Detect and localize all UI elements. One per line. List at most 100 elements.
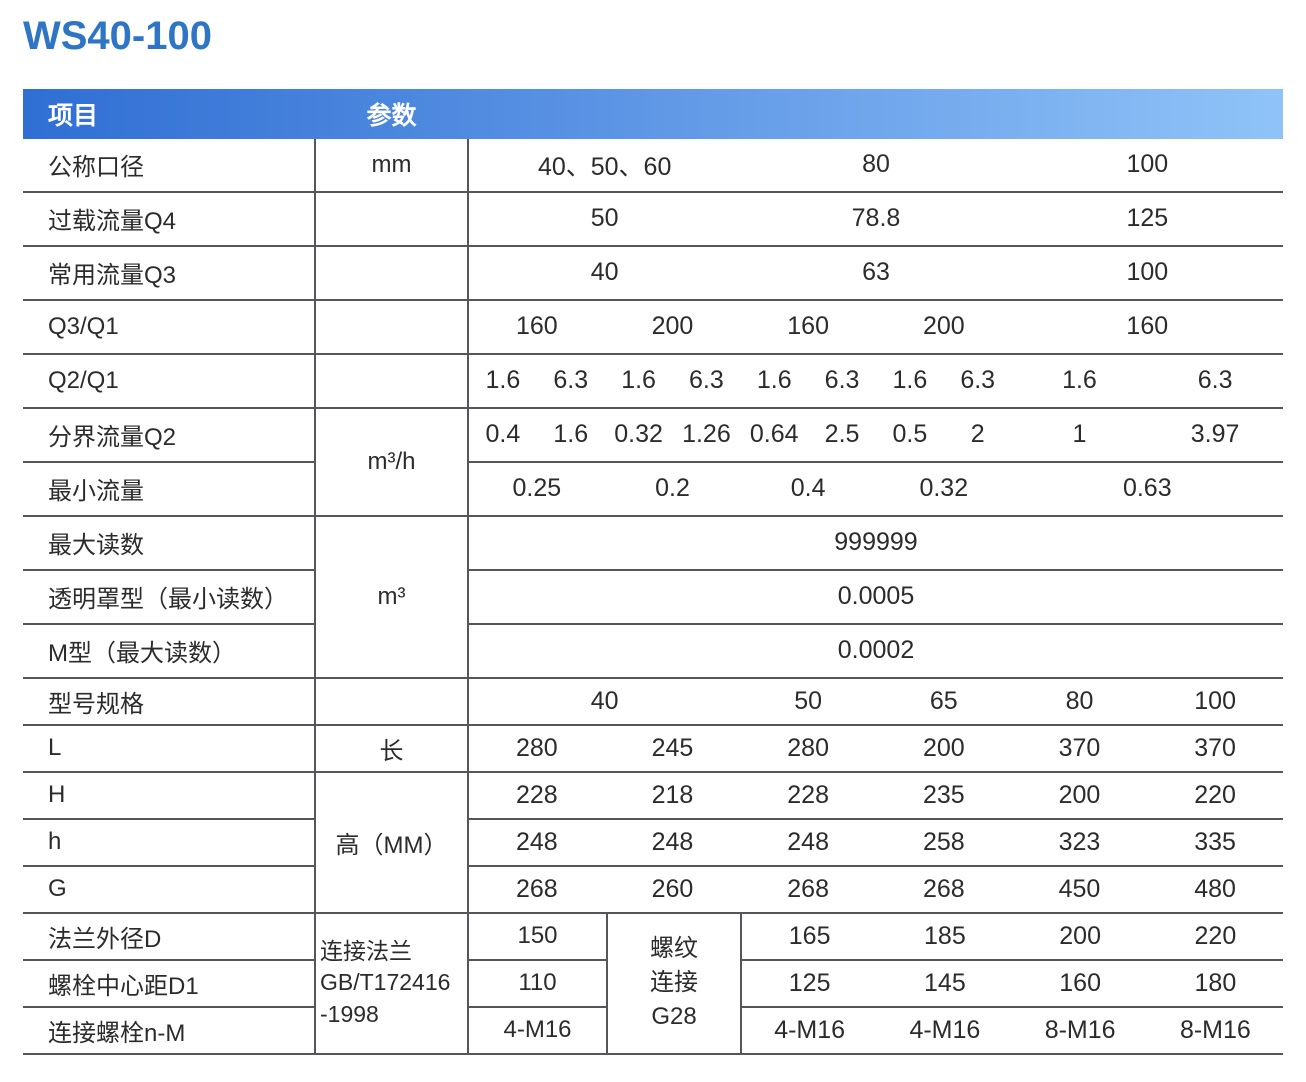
row-label: Q2/Q1 (23, 355, 314, 409)
row-label: G (23, 867, 314, 914)
value-cell: 180 (1194, 968, 1237, 997)
value-cell: 185 (924, 921, 966, 950)
value-cell: 248 (515, 827, 558, 856)
row-label: 最小流量 (23, 463, 314, 517)
row-label: 公称口径 (23, 139, 314, 193)
value-cell: 0.63 (1122, 474, 1172, 503)
value-cell: 6.3 (553, 366, 589, 395)
row-label: 法兰外径D (23, 914, 314, 961)
value-cell: 1.6 (892, 366, 928, 395)
value-cell: 100 (1126, 150, 1169, 179)
value-cell: 63 (862, 258, 890, 287)
value-cell: 1.6 (621, 366, 656, 395)
value-cell: 258 (922, 827, 965, 856)
row-common-flow-q3: 常用流量Q3 40 63 100 (23, 246, 1283, 301)
value-cell: 160 (1059, 968, 1101, 997)
row-label: 型号规格 (23, 679, 314, 726)
row-nominal-diameter: 公称口径 mm 40、50、60 80 100 (23, 138, 1283, 193)
row-q3-q1: Q3/Q1 160 200 160 200 160 (23, 300, 1283, 355)
value-cell: 40、50、60 (537, 152, 672, 181)
value-cell: 0.2 (655, 474, 690, 503)
spec-table: 项目 参数 公称口径 mm 40、50、60 80 100 过载流量Q4 50 … (23, 88, 1283, 1055)
value-cell: 0.32 (614, 420, 663, 449)
value-cell: 200 (922, 733, 965, 762)
value-cell: 323 (1058, 827, 1101, 856)
row-model-spec: 型号规格 40 50 65 80 100 (23, 678, 1283, 726)
value-cell: 335 (1194, 827, 1236, 856)
page-title: WS40-100 (23, 14, 212, 58)
value-cell: 228 (515, 780, 558, 809)
unit-cell-empty (314, 354, 469, 409)
value-cell: 125 (788, 968, 831, 997)
unit-cell-empty (314, 246, 469, 301)
value-cell: 0.25 (512, 474, 562, 503)
value-cell: 268 (922, 874, 965, 903)
row-overload-flow-q4: 过载流量Q4 50 78.8 125 (23, 192, 1283, 247)
value-cell: 450 (1058, 874, 1101, 903)
row-q2-q1: Q2/Q1 1.6 6.3 1.6 6.3 1.6 6.3 1.6 6.3 1.… (23, 354, 1283, 409)
value-cell: 165 (788, 921, 831, 950)
value-cell: 370 (1058, 733, 1101, 762)
unit-cell-empty (314, 678, 469, 726)
row-label: M型（最大读数） (23, 625, 314, 679)
unit-cell-empty (314, 192, 469, 247)
value-cell: 0.32 (919, 474, 969, 503)
value-cell: 40 (590, 258, 619, 287)
value-cell: 6.3 (960, 366, 996, 395)
thread-connection-cell: 螺纹 连接 G28 (606, 913, 742, 1055)
row-label: 螺栓中心距D1 (23, 961, 314, 1008)
row-label: 分界流量Q2 (23, 409, 314, 463)
value-cell: 4-M16 (774, 1015, 846, 1044)
unit-cell-length: 长 (314, 725, 469, 773)
value-cell: 268 (515, 874, 558, 903)
value-cell: 200 (651, 312, 694, 341)
value-cell: 78.8 (851, 204, 901, 233)
row-label: h (23, 820, 314, 867)
value-cell: 65 (929, 686, 958, 715)
value-cell: 80 (1065, 686, 1094, 715)
row-label: 常用流量Q3 (23, 247, 314, 301)
value-cell: 1.26 (682, 420, 731, 449)
value-cell: 200 (922, 312, 965, 341)
value-cell: 228 (787, 780, 829, 809)
unit-cell: mm (314, 138, 469, 193)
value-cell: 160 (515, 312, 558, 341)
value-cell: 0.64 (749, 420, 799, 449)
value-cell: 280 (787, 733, 829, 762)
row-label: 最大读数 (23, 517, 314, 571)
band-heights: H h G 高（MM） 228 218 228 235 200 220 248 … (23, 772, 1283, 914)
value-cell: 0.0005 (837, 582, 915, 611)
value-cell: 50 (590, 204, 619, 233)
value-cell: 160 (1126, 312, 1169, 341)
value-cell: 2.5 (824, 420, 860, 449)
unit-cell-flange-standard: 连接法兰 GB/T172416 -1998 (314, 913, 469, 1055)
band-flow-m3h: 分界流量Q2 最小流量 m³/h 0.4 1.6 0.32 1.26 0.64 … (23, 408, 1283, 517)
value-cell: 8-M16 (1044, 1015, 1116, 1044)
value-cell: 200 (1058, 780, 1101, 809)
header-item: 项目 (48, 101, 99, 130)
value-cell: 200 (1059, 921, 1101, 950)
value-cell: 4-M16 (469, 1008, 606, 1055)
unit-cell-m3: m³ (314, 516, 469, 679)
value-cell: 125 (1126, 204, 1169, 233)
row-label: Q3/Q1 (23, 301, 314, 355)
value-cell: 100 (1126, 258, 1169, 287)
value-cell: 999999 (834, 528, 918, 557)
value-cell: 480 (1194, 874, 1236, 903)
row-label: L (23, 726, 314, 773)
value-cell: 235 (922, 780, 965, 809)
row-length-L: L 长 280 245 280 200 370 370 (23, 725, 1283, 773)
value-cell: 0.4 (485, 420, 521, 449)
row-label: 透明罩型（最小读数） (23, 571, 314, 625)
unit-cell-m3h: m³/h (314, 408, 469, 517)
value-cell: 220 (1194, 780, 1236, 809)
value-cell: 4-M16 (909, 1015, 981, 1044)
value-cell: 218 (651, 780, 694, 809)
value-cell: 0.0002 (837, 636, 915, 665)
value-cell: 1.6 (756, 366, 792, 395)
value-cell: 268 (787, 874, 829, 903)
value-cell: 0.5 (892, 420, 928, 449)
value-cell: 6.3 (824, 366, 860, 395)
value-cell: 100 (1194, 686, 1236, 715)
value-cell: 0.4 (790, 474, 826, 503)
